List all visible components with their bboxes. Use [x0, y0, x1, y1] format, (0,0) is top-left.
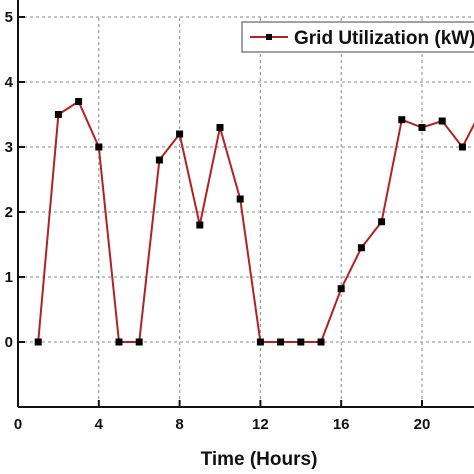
y-tick-label: 1	[5, 269, 13, 286]
tick-marks	[17, 16, 423, 408]
data-point-marker	[297, 338, 305, 346]
x-tick-label: 16	[333, 416, 350, 433]
x-tick-label: 8	[175, 416, 183, 433]
data-point-marker	[438, 117, 446, 125]
grid-lines	[18, 16, 474, 407]
data-point-marker	[196, 221, 204, 229]
x-tick-labels: 0 4 8 12 16 20	[14, 416, 431, 433]
data-point-marker	[155, 156, 163, 164]
data-point-marker	[277, 338, 285, 346]
y-tick-label: 3	[5, 139, 13, 156]
y-tick-labels: 0 1 2 3 4 5	[5, 9, 14, 351]
data-point-marker	[398, 116, 406, 124]
legend-entry-label: Grid Utilization (kW)	[294, 28, 474, 49]
data-point-marker	[34, 338, 42, 346]
legend-marker-sample	[266, 34, 272, 40]
data-point-marker	[418, 124, 426, 131]
x-axis-title: Time (Hours)	[201, 449, 318, 470]
data-point-marker	[135, 338, 143, 346]
y-tick-label: 2	[5, 204, 13, 221]
data-point-marker	[337, 285, 345, 293]
series-markers	[34, 98, 466, 346]
data-point-marker	[216, 124, 224, 131]
data-point-marker	[236, 195, 244, 203]
data-point-marker	[256, 338, 264, 346]
data-point-marker	[357, 244, 365, 252]
y-tick-label: 0	[5, 334, 13, 351]
data-point-marker	[115, 338, 123, 346]
axes	[17, 0, 474, 408]
x-tick-label: 20	[414, 416, 431, 433]
data-point-marker	[75, 98, 83, 105]
data-point-marker	[378, 218, 386, 226]
x-tick-label: 4	[95, 416, 104, 433]
y-tick-label: 5	[5, 9, 13, 26]
data-point-marker	[458, 143, 466, 151]
data-point-marker	[176, 130, 184, 138]
data-point-marker	[317, 338, 325, 346]
y-tick-label: 4	[5, 74, 14, 91]
x-tick-label: 0	[14, 416, 22, 433]
data-point-marker	[54, 111, 62, 118]
x-tick-label: 12	[252, 416, 269, 433]
legend: Grid Utilization (kW)	[241, 21, 474, 53]
data-point-marker	[95, 143, 103, 151]
